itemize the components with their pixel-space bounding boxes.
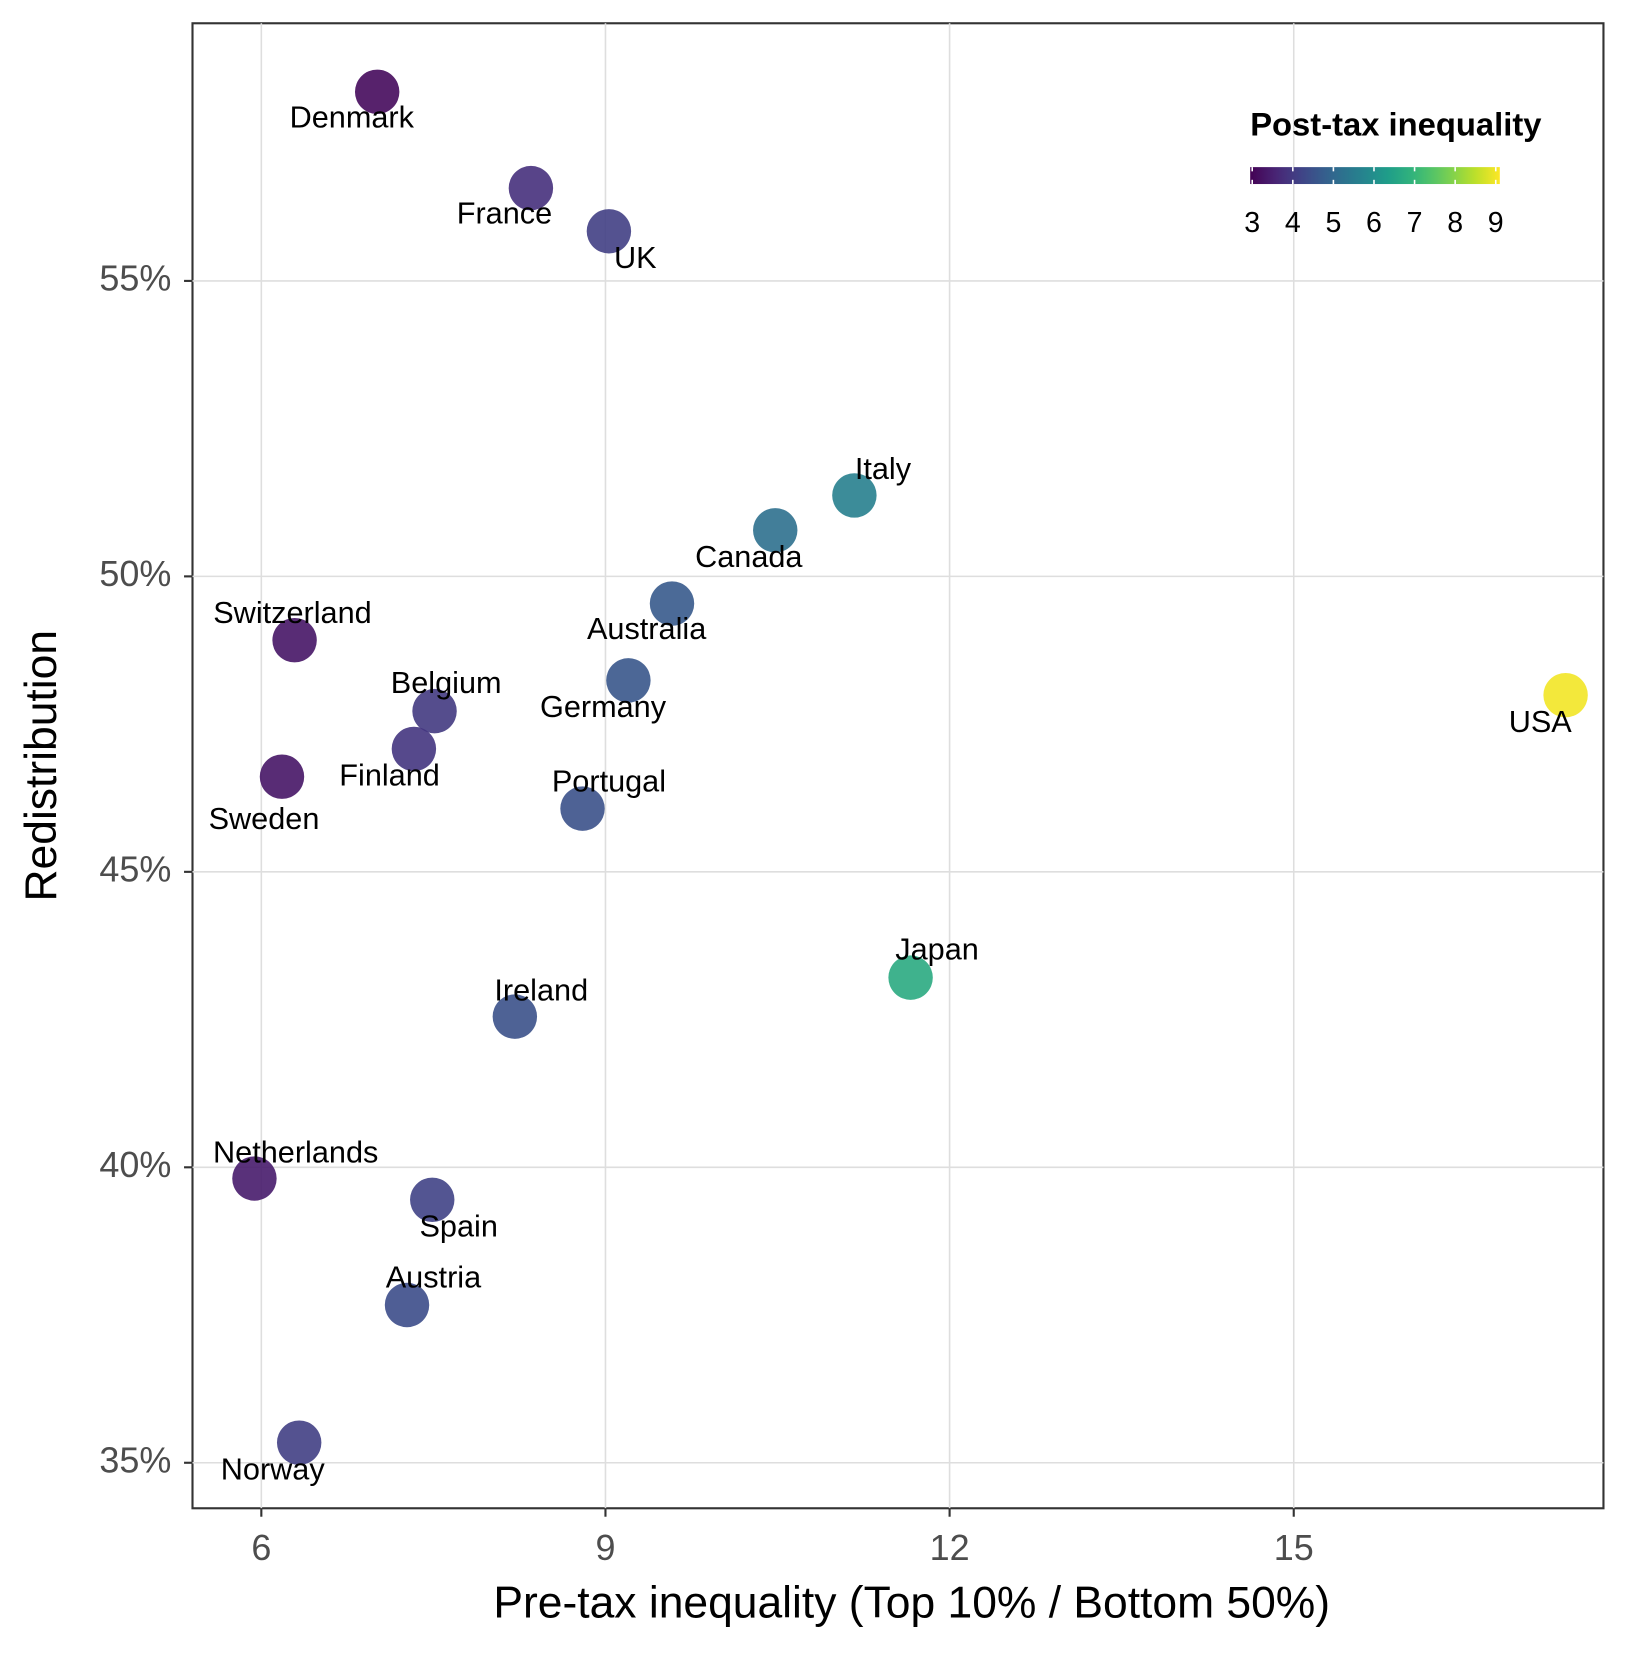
point	[1543, 672, 1588, 718]
point-label: Spain	[419, 1209, 497, 1243]
point-label: Japan	[895, 932, 979, 966]
x-tick-label: 6	[251, 1527, 271, 1568]
point-label: Netherlands	[213, 1135, 378, 1169]
x-tick-label: 15	[1274, 1527, 1314, 1568]
y-axis-title: Redistribution	[17, 630, 66, 902]
point	[259, 754, 305, 799]
point	[753, 508, 798, 553]
point-label: Canada	[695, 540, 803, 574]
point-label: Switzerland	[213, 596, 371, 630]
y-tick-label: 55%	[99, 257, 171, 298]
colorbar-tick-label: 3	[1244, 207, 1260, 239]
point	[508, 165, 554, 211]
colorbar-tick-label: 7	[1407, 207, 1423, 239]
point-label: Ireland	[494, 973, 588, 1007]
point-label: Italy	[855, 452, 912, 486]
colorbar-tick-label: 6	[1366, 207, 1382, 239]
point-label: UK	[614, 241, 657, 275]
x-tick-label: 9	[595, 1527, 615, 1568]
point	[391, 726, 437, 772]
point-label: Germany	[540, 690, 667, 724]
point-label: Belgium	[391, 666, 502, 700]
y-tick-label: 35%	[99, 1439, 171, 1480]
point	[232, 1156, 277, 1201]
point-label: Austria	[386, 1261, 482, 1295]
x-axis-title: Pre-tax inequality (Top 10% / Bottom 50%…	[493, 1578, 1330, 1627]
x-tick-label: 12	[930, 1527, 970, 1568]
point	[888, 955, 933, 1000]
point	[354, 69, 400, 115]
point	[384, 1282, 430, 1328]
colorbar-tick-label: 8	[1447, 207, 1463, 239]
point	[606, 658, 651, 703]
point-label: Portugal	[552, 764, 666, 798]
point	[560, 786, 605, 831]
y-tick-label: 40%	[99, 1144, 171, 1185]
point-label: Denmark	[290, 100, 415, 134]
colorbar-tick-label: 5	[1325, 207, 1341, 239]
point-label: Norway	[221, 1452, 326, 1486]
colorbar	[1250, 167, 1500, 185]
points: Denmark France UK Italy Canada Australia Switz…	[209, 69, 1588, 1486]
point	[410, 1177, 455, 1223]
point	[586, 209, 632, 254]
point-label: Finland	[339, 759, 440, 793]
point-label: USA	[1509, 705, 1573, 739]
y-tick-label: 50%	[99, 553, 171, 594]
colorbar-tick-label: 9	[1488, 207, 1504, 239]
point	[272, 617, 317, 663]
point	[412, 688, 457, 734]
legend-title: Post-tax inequality	[1250, 106, 1542, 143]
point-label: Sweden	[209, 802, 320, 836]
point	[832, 473, 877, 518]
point	[492, 994, 538, 1039]
point-label: France	[457, 197, 552, 231]
y-tick-label: 45%	[99, 848, 171, 889]
point	[649, 581, 695, 626]
point-label: Australia	[587, 612, 707, 646]
grid: 6 9 12 15 35% 40% 45% 50% 55%	[99, 23, 1604, 1568]
colorbar-tick-label: 4	[1285, 207, 1301, 239]
point	[276, 1420, 322, 1465]
